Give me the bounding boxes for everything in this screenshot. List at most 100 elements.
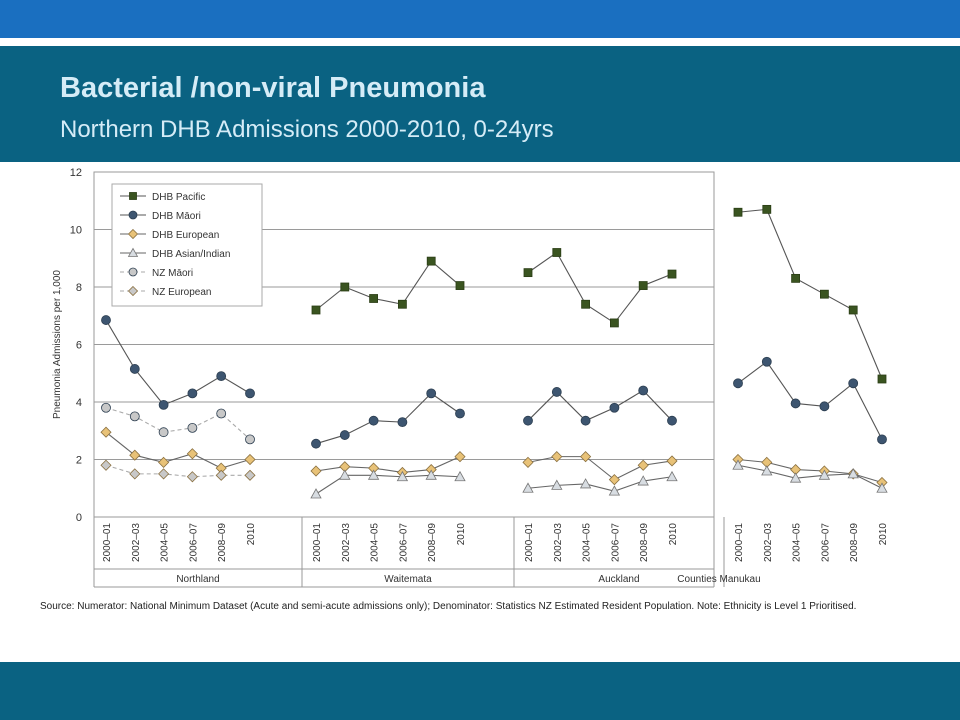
legend-label: DHB Māori <box>152 211 201 222</box>
legend-label: DHB Asian/Indian <box>152 249 230 260</box>
series-line <box>527 251 673 324</box>
x-tick-label: 2008–09 <box>217 523 228 562</box>
slide-footer-bar <box>0 662 960 720</box>
series-line <box>737 464 883 489</box>
data-point <box>580 451 592 463</box>
x-tick-label: 2008–09 <box>427 523 438 562</box>
data-point <box>101 402 111 413</box>
data-point <box>426 388 437 399</box>
data-point <box>100 426 112 438</box>
x-tick-label: 2008–09 <box>849 523 860 562</box>
data-point <box>245 388 255 399</box>
data-point <box>340 282 350 292</box>
data-point <box>608 474 620 486</box>
x-tick-label: 2000–01 <box>734 523 745 562</box>
data-point <box>216 408 227 419</box>
legend-marker <box>128 267 138 277</box>
legend-label: DHB European <box>152 230 219 241</box>
group-label: Northland <box>176 574 219 585</box>
top-accent-bar <box>0 0 960 38</box>
x-tick-label: 2010 <box>246 523 257 546</box>
data-point <box>187 422 198 433</box>
y-tick-label: 2 <box>76 455 82 467</box>
data-point <box>608 485 621 496</box>
data-point <box>848 378 859 389</box>
data-point <box>876 482 888 493</box>
data-point <box>367 469 380 480</box>
data-point <box>244 469 256 481</box>
legend-box <box>111 183 263 307</box>
data-point <box>158 468 170 480</box>
data-point <box>551 479 563 490</box>
data-point <box>339 430 350 440</box>
x-tick-label: 2004–05 <box>160 523 171 562</box>
data-point <box>638 385 649 396</box>
data-point <box>581 299 590 309</box>
data-point <box>523 415 533 426</box>
legend-label: NZ Māori <box>152 268 193 279</box>
x-tick-label: 2006–07 <box>398 523 409 562</box>
series-line <box>737 360 883 440</box>
data-point <box>637 459 649 471</box>
series-line <box>315 474 461 495</box>
data-point <box>733 378 743 389</box>
series-line <box>105 431 251 469</box>
data-point <box>552 248 562 257</box>
data-point <box>368 415 379 426</box>
slide-subtitle: Northern DHB Admissions 2000-2010, 0-24y… <box>60 116 554 143</box>
group-label: Waitemata <box>384 574 432 585</box>
y-tick-label: 12 <box>70 167 82 179</box>
data-point <box>762 204 772 214</box>
pneumonia-line-chart: 0 2 4 6 8 10 12 Pneumonia Admissions per 1,000 2… <box>52 167 889 588</box>
series-line <box>737 208 883 380</box>
x-tick-label: 2006–07 <box>820 523 831 562</box>
data-point <box>100 459 112 471</box>
data-point <box>667 415 677 426</box>
slide-title: Bacterial /non-viral Pneumonia <box>60 72 486 104</box>
data-point <box>609 402 620 413</box>
y-tick-label: 0 <box>76 512 82 524</box>
data-point <box>522 482 534 493</box>
data-point <box>396 470 409 482</box>
data-point <box>129 411 140 422</box>
data-point <box>789 472 802 483</box>
x-tick-label: 2004–05 <box>370 523 381 562</box>
x-tick-label: 2006–07 <box>610 523 621 562</box>
source-note: Source: Numerator: National Minimum Data… <box>40 601 857 612</box>
data-point <box>129 468 141 480</box>
x-tick-label: 2008–09 <box>639 523 650 562</box>
data-point <box>733 207 743 217</box>
data-point <box>310 488 322 499</box>
x-tick-label: 2006–07 <box>188 523 199 562</box>
x-tick-label: 2000–01 <box>524 523 535 562</box>
group-label: Auckland <box>598 574 639 585</box>
data-point <box>101 315 111 325</box>
data-point <box>551 451 563 463</box>
data-point <box>579 478 592 489</box>
data-point <box>397 299 407 309</box>
data-point <box>847 468 859 479</box>
legend-marker <box>128 210 138 220</box>
series-line <box>527 476 673 492</box>
series-line <box>105 319 251 406</box>
series-line <box>315 392 461 445</box>
data-point <box>637 475 649 486</box>
data-point <box>129 449 141 461</box>
data-point <box>666 470 678 482</box>
series-line <box>527 389 673 422</box>
data-point <box>310 465 322 477</box>
data-point <box>425 469 437 480</box>
x-tick-label: 2002–03 <box>341 523 352 562</box>
data-point <box>311 438 321 449</box>
data-point <box>877 434 887 445</box>
data-point <box>791 273 800 283</box>
legend-label: NZ European <box>152 287 211 298</box>
data-point <box>158 456 170 468</box>
data-point <box>244 453 256 466</box>
legend-marker <box>129 192 137 200</box>
data-point <box>397 417 408 428</box>
data-point <box>819 401 830 412</box>
data-point <box>820 289 829 299</box>
x-tick-label: 2002–03 <box>763 523 774 562</box>
data-point <box>426 256 436 266</box>
